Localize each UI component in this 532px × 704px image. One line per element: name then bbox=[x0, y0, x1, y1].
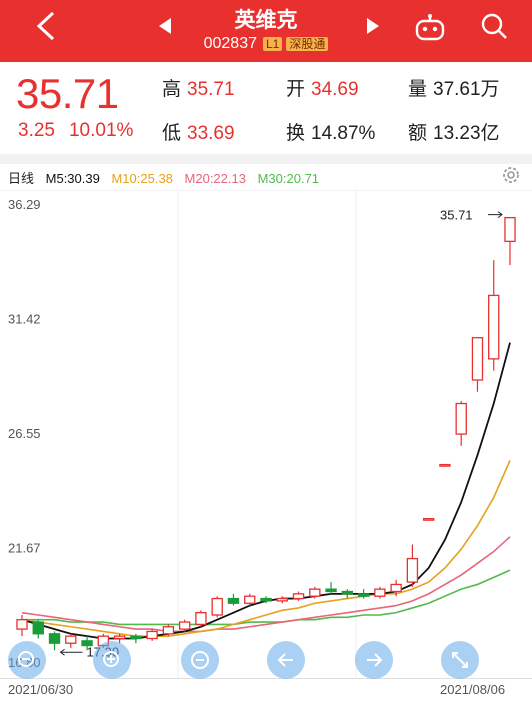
candle-body bbox=[504, 216, 516, 243]
stat-value: 13.23亿 bbox=[433, 123, 500, 144]
ma10-line bbox=[21, 460, 511, 637]
stat-label: 量 bbox=[408, 79, 428, 100]
y-tick-label: 36.29 bbox=[8, 197, 41, 212]
candle-body bbox=[422, 518, 435, 521]
fullscreen-icon[interactable] bbox=[441, 641, 479, 679]
quote-panel: 35.71 3.25 10.01% 高 35.71 开 34.69 量 37.61万 低… bbox=[0, 62, 532, 154]
zoom-out-icon[interactable] bbox=[8, 641, 46, 679]
chart-baseline bbox=[0, 678, 532, 679]
candle-body bbox=[81, 640, 93, 647]
robot-assistant-icon[interactable] bbox=[410, 8, 450, 48]
candle-body bbox=[162, 626, 175, 635]
max-price-label: 35.71 bbox=[440, 208, 473, 223]
y-tick-label: 26.55 bbox=[8, 426, 41, 441]
stock-name: 英维克 bbox=[234, 9, 298, 32]
zoom-in-icon[interactable] bbox=[93, 641, 131, 679]
candle-body bbox=[146, 630, 158, 640]
candle-body bbox=[439, 463, 451, 467]
candle-body bbox=[244, 595, 256, 604]
stat-value: 34.69 bbox=[311, 79, 359, 100]
stat-value: 37.61万 bbox=[433, 79, 500, 100]
stat-value: 33.69 bbox=[187, 123, 235, 144]
candle-body bbox=[406, 557, 419, 583]
stock-header: 英维克 002837 L1 深股通 bbox=[0, 0, 532, 62]
candle-body bbox=[374, 588, 386, 597]
stat-low: 低 33.69 bbox=[162, 118, 235, 145]
stat-turnover: 换 14.87% bbox=[286, 118, 375, 145]
ma5-line bbox=[21, 342, 511, 640]
candle-body bbox=[130, 635, 142, 640]
candle-body bbox=[292, 593, 305, 600]
candle-body bbox=[260, 597, 272, 602]
scroll-left-icon[interactable] bbox=[267, 641, 305, 679]
stat-amount: 额 13.23亿 bbox=[408, 118, 500, 145]
candle-body bbox=[325, 588, 337, 593]
ma30-label: M30:20.71 bbox=[257, 171, 320, 186]
chart-legend: 日线 M5:30.39 M10:25.38 M20:22.13 M30:20.7… bbox=[8, 168, 327, 188]
scroll-right-icon[interactable] bbox=[355, 641, 393, 679]
candle-body bbox=[178, 621, 191, 630]
stat-open: 开 34.69 bbox=[286, 74, 359, 101]
stat-high: 高 35.71 bbox=[162, 74, 235, 101]
gear-icon[interactable] bbox=[500, 164, 522, 186]
candle-body bbox=[455, 402, 467, 435]
stat-value: 35.71 bbox=[187, 79, 235, 100]
max-price-arrowhead bbox=[497, 211, 503, 219]
candle-body bbox=[211, 597, 223, 616]
stat-label: 低 bbox=[162, 123, 182, 144]
prev-stock-icon[interactable] bbox=[156, 14, 176, 38]
ma5-label: M5:30.39 bbox=[45, 171, 100, 186]
ma30-line bbox=[22, 569, 511, 626]
period-label[interactable]: 日线 bbox=[8, 171, 35, 186]
y-tick-label: 21.67 bbox=[8, 541, 41, 556]
section-divider bbox=[0, 154, 532, 164]
connect-badge: 深股通 bbox=[286, 37, 329, 51]
level-badge: L1 bbox=[263, 37, 283, 51]
search-icon[interactable] bbox=[474, 6, 514, 46]
stock-code: 002837 bbox=[203, 35, 257, 52]
candle-body bbox=[32, 621, 44, 635]
candle-body bbox=[309, 588, 321, 597]
min-price-arrowhead bbox=[59, 648, 65, 656]
stat-label: 高 bbox=[162, 79, 182, 100]
change-amount: 3.25 bbox=[18, 120, 55, 141]
candle-body bbox=[16, 619, 28, 630]
candle-body bbox=[488, 294, 500, 360]
stat-volume: 量 37.61万 bbox=[408, 74, 500, 101]
back-arrow-icon[interactable] bbox=[26, 6, 66, 46]
candle-body bbox=[113, 635, 126, 640]
stat-value: 14.87% bbox=[311, 123, 376, 144]
last-price: 35.71 bbox=[16, 70, 119, 117]
candle-body bbox=[227, 597, 240, 604]
stock-code-row: 002837 L1 深股通 bbox=[0, 35, 532, 53]
change-percent: 10.01% bbox=[68, 120, 134, 141]
stat-label: 额 bbox=[408, 123, 428, 144]
candle-body bbox=[276, 597, 288, 602]
candle-body bbox=[390, 583, 402, 593]
y-tick-label: 31.42 bbox=[8, 311, 41, 326]
candle-body bbox=[65, 635, 77, 644]
ma10-label: M10:25.38 bbox=[111, 171, 173, 186]
next-stock-icon[interactable] bbox=[362, 14, 382, 38]
price-change: 3.25 10.01% bbox=[18, 120, 147, 142]
candle-body bbox=[357, 593, 370, 597]
stat-label: 开 bbox=[286, 79, 306, 100]
ma20-label: M20:22.13 bbox=[184, 171, 246, 186]
candle-body bbox=[471, 337, 484, 381]
candle-body bbox=[341, 590, 354, 595]
candle-body bbox=[48, 633, 61, 644]
end-date-label: 2021/08/06 bbox=[440, 682, 506, 697]
start-date-label: 2021/06/30 bbox=[8, 682, 74, 697]
stat-label: 换 bbox=[286, 123, 306, 144]
candle-body bbox=[195, 612, 207, 626]
ma20-line bbox=[21, 536, 511, 633]
zoom-reset-icon[interactable] bbox=[181, 641, 219, 679]
